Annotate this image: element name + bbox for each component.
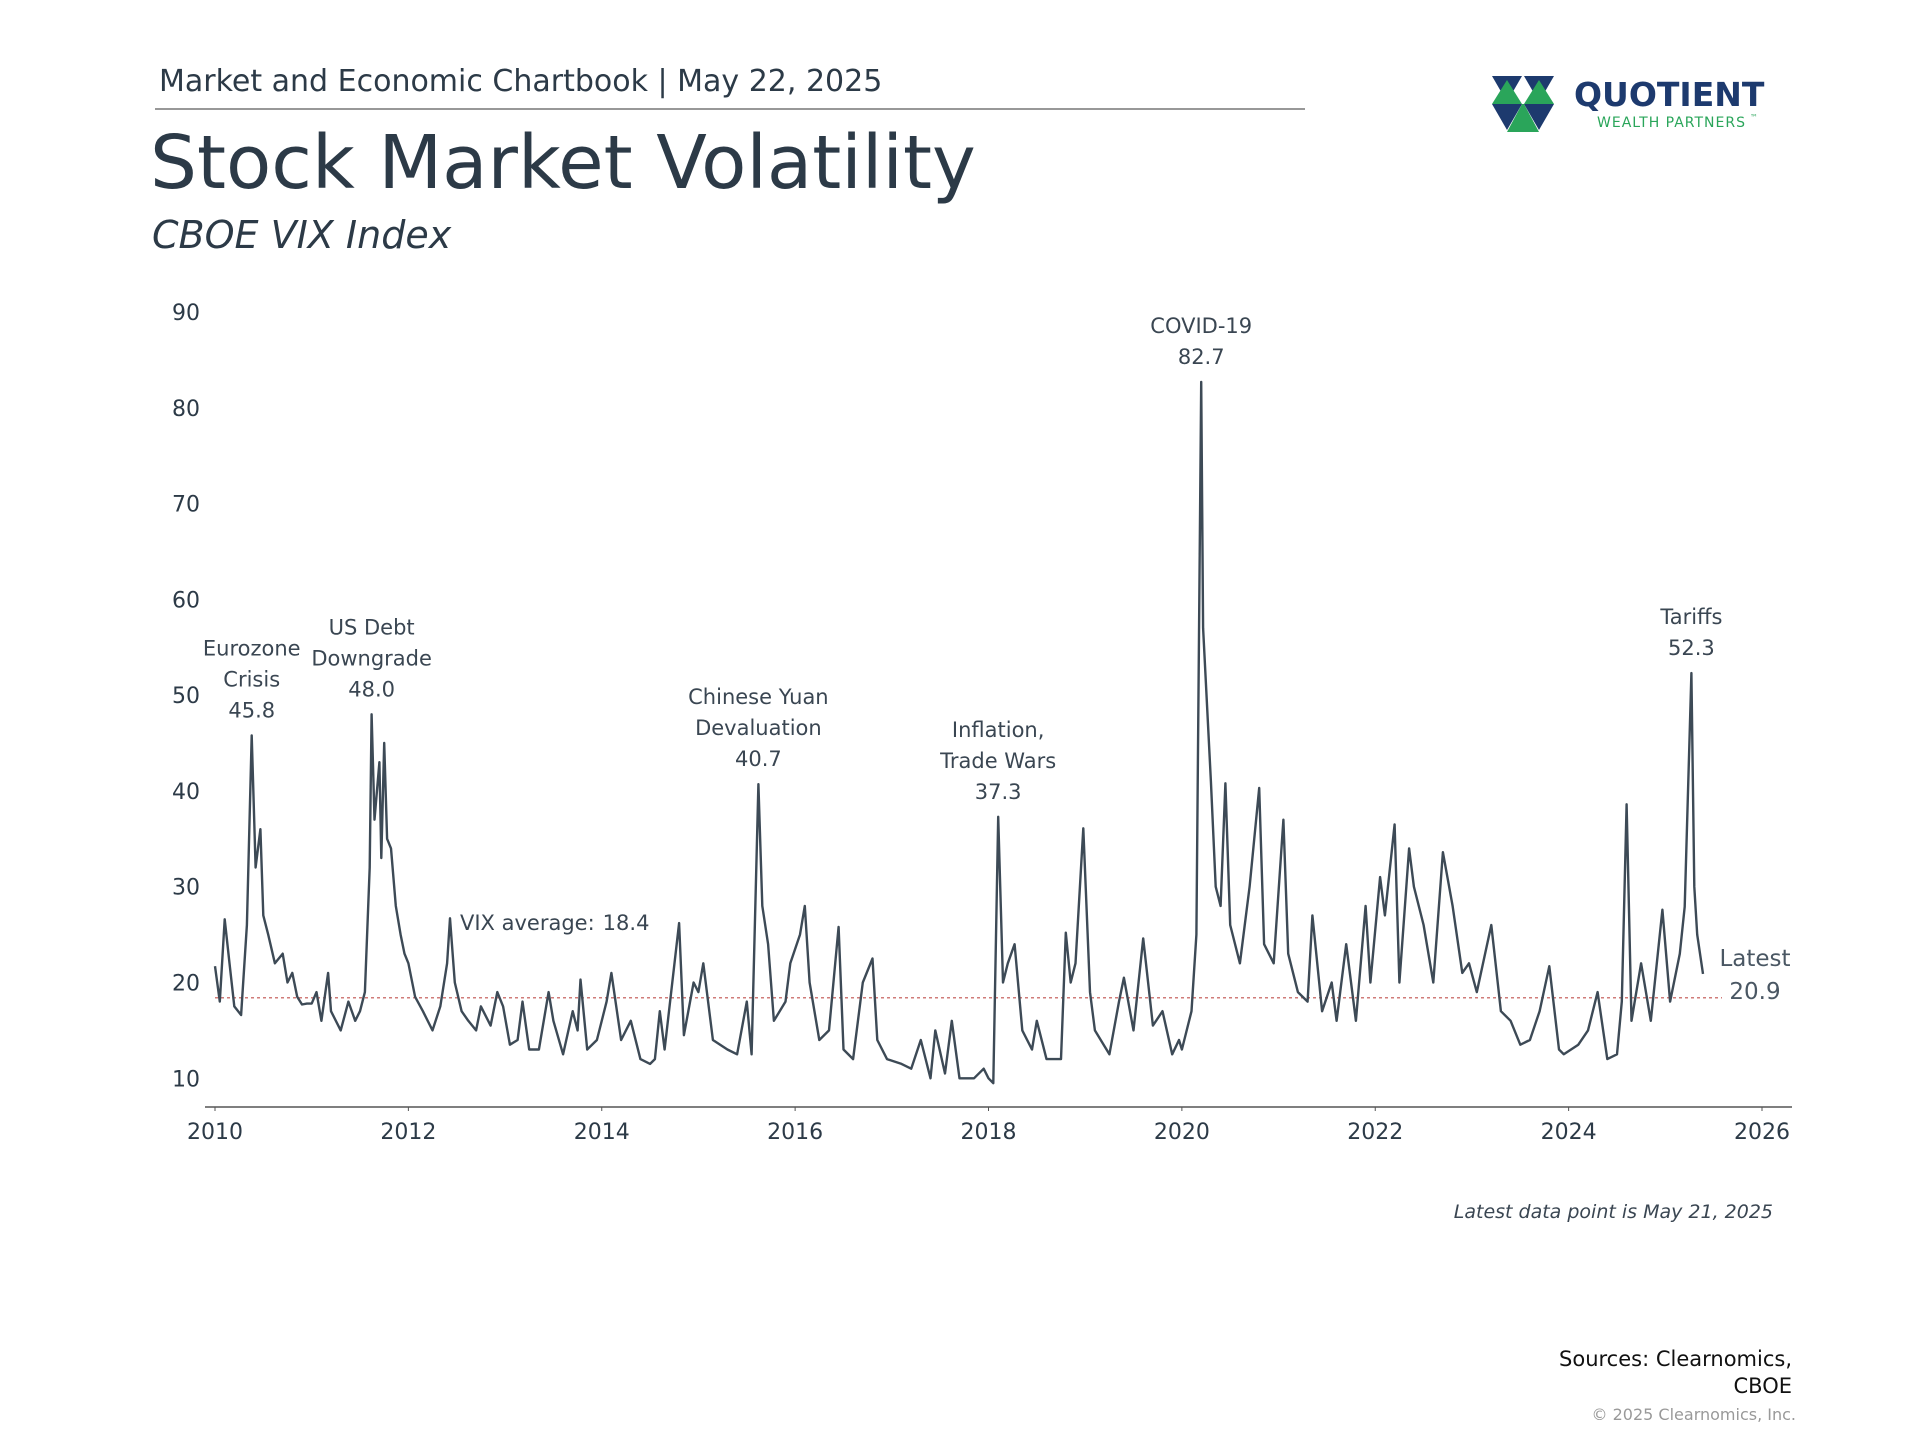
annotation-label: Trade Wars — [939, 749, 1056, 773]
logo-tagline: WEALTH PARTNERS — [1597, 115, 1746, 131]
latest-value: 20.9 — [1729, 979, 1780, 1005]
x-tick-label: 2022 — [1347, 1120, 1403, 1145]
average-label-text: VIX average: — [460, 911, 595, 935]
y-tick-label: 60 — [172, 588, 200, 613]
x-tick-label: 2010 — [187, 1120, 243, 1145]
y-tick-label: 30 — [172, 876, 200, 901]
annotation-value: 48.0 — [348, 677, 395, 701]
annotation-label: Chinese Yuan — [688, 685, 828, 709]
footnote: Latest data point is May 21, 2025 — [1454, 1201, 1773, 1223]
y-tick-label: 90 — [172, 301, 200, 326]
x-tick-label: 2020 — [1154, 1120, 1210, 1145]
annotation-value: 40.7 — [735, 747, 782, 771]
x-tick-label: 2016 — [767, 1120, 823, 1145]
y-tick-label: 80 — [172, 397, 200, 422]
annotation-label: Inflation, — [952, 718, 1045, 742]
logo-shape — [1524, 80, 1554, 104]
chartbook-header: Market and Economic Chartbook | May 22, … — [159, 64, 882, 99]
vix-line — [213, 380, 1705, 1085]
x-tick-label: 2024 — [1541, 1120, 1597, 1145]
annotation-label: COVID-19 — [1150, 314, 1252, 338]
latest-label: Latest — [1719, 946, 1790, 972]
annotation-label: Downgrade — [311, 646, 432, 670]
y-tick-label: 40 — [172, 780, 200, 805]
copyright: © 2025 Clearnomics, Inc. — [1592, 1405, 1796, 1424]
logo-shape — [1507, 104, 1539, 132]
annotation-label: Devaluation — [695, 716, 822, 740]
x-tick-label: 2018 — [961, 1120, 1017, 1145]
chart-subtitle: CBOE VIX Index — [152, 213, 452, 257]
logo-trademark: ™ — [1750, 113, 1758, 122]
x-tick-label: 2014 — [574, 1120, 630, 1145]
annotation-value: 45.8 — [228, 698, 275, 722]
y-tick-label: 10 — [172, 1067, 200, 1092]
average-label: VIX average: 18.4 — [460, 911, 649, 935]
annotation-label: Tariffs — [1659, 605, 1722, 629]
x-tick-label: 2012 — [380, 1120, 436, 1145]
annotation-label: Eurozone — [203, 636, 301, 660]
y-tick-label: 20 — [172, 971, 200, 996]
logo-shape — [1492, 104, 1522, 130]
annotation-label: US Debt — [329, 615, 415, 639]
annotation-label: Crisis — [223, 667, 280, 691]
annotation-value: 52.3 — [1668, 636, 1715, 660]
chart-title: Stock Market Volatility — [150, 120, 976, 206]
logo-name: QUOTIENT — [1574, 75, 1765, 114]
sources: CBOE — [1734, 1374, 1793, 1398]
average-label-value: 18.4 — [603, 911, 650, 935]
plot: 10 20 30 40 50 60 70 80 90 2010 2012 2014 2016 2018 20… — [172, 301, 1792, 1145]
logo-shape — [1492, 80, 1522, 104]
annotation-value: 37.3 — [975, 780, 1022, 804]
x-tick-label: 2026 — [1734, 1120, 1790, 1145]
y-tick-label: 50 — [172, 684, 200, 709]
logo-shape — [1524, 104, 1554, 130]
y-tick-label: 70 — [172, 493, 200, 518]
annotation-value: 82.7 — [1178, 345, 1225, 369]
logo: QUOTIENT WEALTH PARTNERS ™ — [1492, 75, 1765, 132]
sources: Sources: Clearnomics, — [1559, 1347, 1792, 1371]
